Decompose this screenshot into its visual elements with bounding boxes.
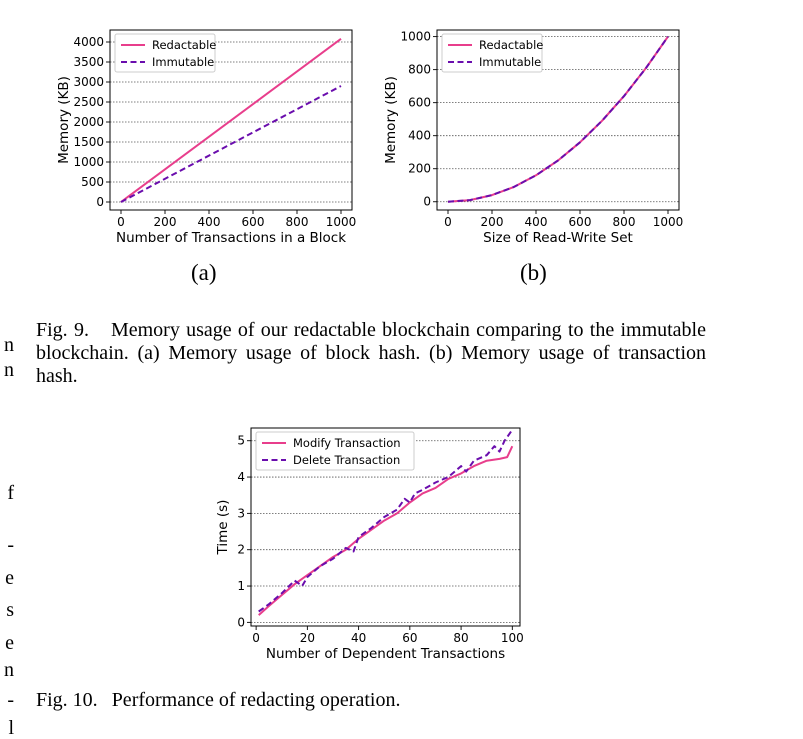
chart-redacting-performance: 0 20 40 60 80 100 0 1 2 3 4 5 Number of Dependent Tr… <box>215 427 524 662</box>
chart-memory-block-hash: 0 200 400 600 800 1000 0 500 1000 1500 2000 2500 300… <box>56 29 357 246</box>
legend-box <box>255 431 415 471</box>
x-tick-label: 800 <box>613 215 636 229</box>
margin-fragment: s <box>6 599 14 621</box>
x-axis-label: Number of Dependent Transactions <box>266 646 505 662</box>
series-line-delete-transaction <box>258 429 514 613</box>
legend-label: Immutable <box>479 55 541 69</box>
legend-label: Redactable <box>479 38 543 52</box>
x-tick-label: 40 <box>351 631 366 645</box>
margin-fragment: n <box>4 359 14 381</box>
x-tick-label: 400 <box>525 215 548 229</box>
chart-memory-transaction-hash: 0 200 400 600 800 1000 0 200 400 600 800 1000 Size o… <box>383 29 684 246</box>
margin-fragment: n <box>4 659 14 681</box>
x-tick-label: 60 <box>402 631 417 645</box>
x-tick-label: 100 <box>501 631 524 645</box>
y-tick-label: 3000 <box>73 75 104 89</box>
subfigure-label-b: (b) <box>520 260 547 285</box>
x-tick-label: 1000 <box>326 215 357 229</box>
legend-label: Delete Transaction <box>293 453 400 467</box>
legend-label: Redactable <box>152 38 216 52</box>
y-axis-label: Memory (KB) <box>383 76 399 164</box>
plot-frame <box>436 29 680 211</box>
y-tick-label: 4000 <box>73 35 104 49</box>
plot-frame <box>250 427 521 627</box>
margin-fragment: e <box>5 632 14 654</box>
x-axis-label: Number of Transactions in a Block <box>116 230 346 246</box>
margin-fragment: n <box>4 334 14 356</box>
y-tick-label: 800 <box>408 63 431 77</box>
y-axis-label: Memory (KB) <box>56 76 72 164</box>
plot-frame <box>109 29 353 211</box>
x-tick-label: 600 <box>569 215 592 229</box>
figure-10-number: Fig. 10. <box>36 689 98 711</box>
y-tick-label: 1500 <box>73 135 104 149</box>
left-margin-text: n n f - e s e n - l <box>0 0 14 739</box>
margin-fragment: f <box>7 482 14 504</box>
y-tick-label: 1 <box>237 579 245 593</box>
x-tick-label: 20 <box>300 631 315 645</box>
figure-9-caption-text: Memory usage of our redactable blockchai… <box>36 319 706 387</box>
y-tick-label: 1000 <box>400 30 431 44</box>
y-tick-label: 1000 <box>73 155 104 169</box>
y-tick-label: 3500 <box>73 55 104 69</box>
series-line-redactable <box>120 37 342 203</box>
figure-10-caption-text: Performance of redacting operation. <box>111 689 401 711</box>
margin-fragment: - <box>7 534 14 556</box>
series-line-immutable <box>447 36 669 203</box>
x-tick-label: 1000 <box>653 215 684 229</box>
y-tick-label: 2500 <box>73 95 104 109</box>
x-tick-label: 0 <box>252 631 260 645</box>
y-axis-label: Time (s) <box>215 500 231 556</box>
y-tick-label: 2 <box>237 543 245 557</box>
x-tick-label: 0 <box>444 215 452 229</box>
subfigure-label-a: (a) <box>191 260 217 285</box>
y-tick-label: 600 <box>408 96 431 110</box>
x-tick-label: 0 <box>117 215 125 229</box>
y-tick-label: 0 <box>237 615 245 629</box>
series-line-modify-transaction <box>258 445 514 616</box>
y-tick-label: 0 <box>423 195 431 209</box>
y-tick-label: 400 <box>408 129 431 143</box>
figure-10-caption: Fig. 10. Performance of redacting operati… <box>36 689 400 712</box>
y-tick-label: 200 <box>408 162 431 176</box>
y-tick-label: 0 <box>96 195 104 209</box>
x-tick-label: 800 <box>286 215 309 229</box>
legend-label: Immutable <box>152 55 214 69</box>
x-tick-label: 600 <box>242 215 265 229</box>
legend-label: Modify Transaction <box>293 436 401 450</box>
y-tick-label: 500 <box>81 175 104 189</box>
x-axis-label: Size of Read-Write Set <box>483 230 633 246</box>
y-tick-label: 4 <box>237 470 245 484</box>
figure-9-number: Fig. 9. <box>36 319 89 341</box>
x-tick-label: 80 <box>453 631 468 645</box>
x-tick-label: 200 <box>154 215 177 229</box>
margin-fragment: - <box>7 689 14 711</box>
y-tick-label: 2000 <box>73 115 104 129</box>
x-tick-label: 200 <box>481 215 504 229</box>
figure-9-caption: Fig. 9. Memory usage of our redactable bl… <box>36 319 706 388</box>
y-tick-label: 5 <box>237 434 245 448</box>
y-tick-label: 3 <box>237 506 245 520</box>
margin-fragment: e <box>5 567 14 589</box>
series-line-immutable <box>120 85 342 203</box>
x-tick-label: 400 <box>198 215 221 229</box>
margin-fragment: l <box>8 717 14 739</box>
